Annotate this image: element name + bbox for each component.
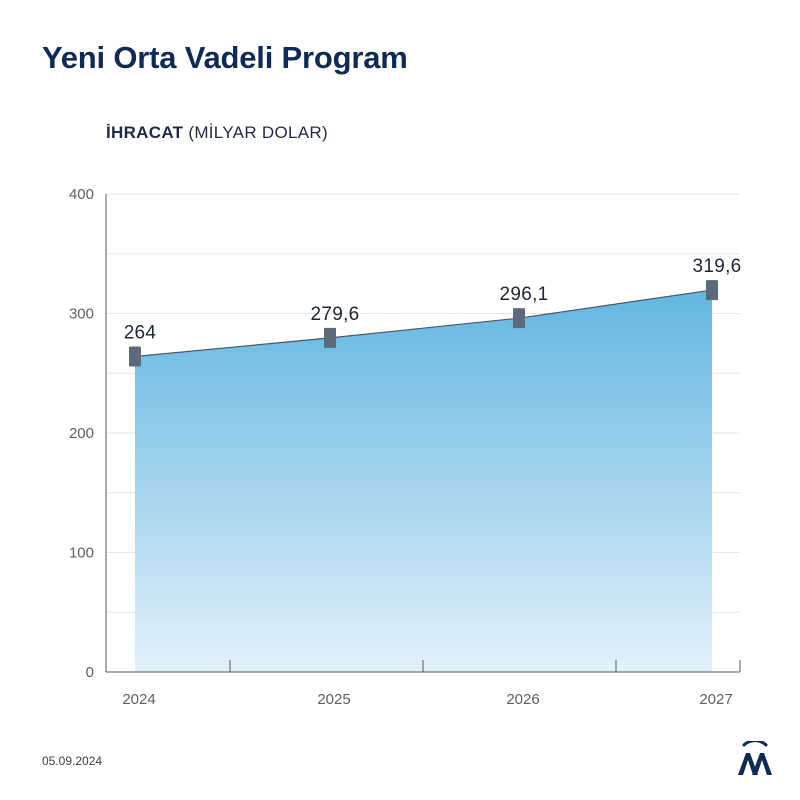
data-label: 319,6 [692, 256, 741, 277]
x-tick-label: 2024 [122, 691, 155, 708]
data-labels: 264 279,6 296,1 319,6 [124, 256, 742, 343]
data-markers [129, 280, 718, 367]
data-label: 296,1 [499, 284, 548, 305]
y-tick-label: 100 [69, 545, 94, 562]
x-tick-label: 2027 [699, 691, 732, 708]
x-tick-label: 2026 [506, 691, 539, 708]
data-marker [129, 346, 141, 367]
axes: 0 100 200 300 400 2024 2025 2026 2027 [69, 186, 741, 708]
data-marker [706, 280, 718, 301]
aa-logo [735, 739, 775, 782]
data-label: 264 [124, 323, 157, 344]
data-label: 279,6 [310, 304, 359, 325]
y-tick-label: 0 [86, 664, 94, 681]
area-fill [135, 290, 712, 672]
subtitle-unit: (MİLYAR DOLAR) [183, 123, 328, 142]
y-tick-label: 300 [69, 306, 94, 323]
data-marker [513, 308, 525, 329]
x-tick-label: 2025 [317, 691, 350, 708]
agency-logo-icon [738, 739, 772, 775]
chart-subtitle: İHRACAT (MİLYAR DOLAR) [106, 123, 328, 143]
y-tick-label: 400 [69, 186, 94, 203]
area-series [134, 289, 713, 672]
publication-date: 05.09.2024 [42, 754, 103, 768]
page-title: Yeni Orta Vadeli Program [42, 40, 408, 75]
y-tick-label: 200 [69, 425, 94, 442]
data-marker [324, 327, 336, 348]
subtitle-main: İHRACAT [106, 123, 184, 142]
series-line [134, 289, 713, 358]
